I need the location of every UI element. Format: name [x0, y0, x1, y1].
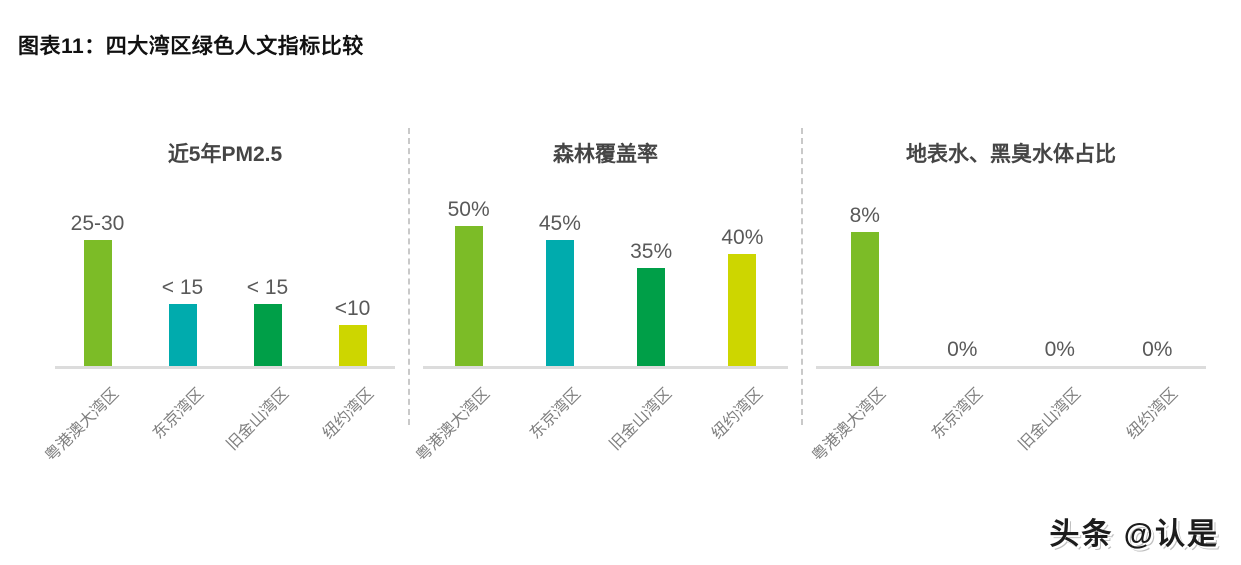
bar-slot: 0% — [1011, 170, 1109, 366]
bar-slot: < 15 — [140, 170, 225, 366]
bar-value-label: < 15 — [246, 276, 289, 299]
bar-slot: 35% — [606, 170, 697, 366]
bar-slot: 45% — [514, 170, 605, 366]
bar-纽约湾区 — [338, 325, 367, 366]
panel-title: 森林覆盖率 — [553, 143, 658, 166]
bar-value-label: 25-30 — [70, 212, 125, 235]
panel-title: 近5年PM2.5 — [167, 143, 283, 166]
panel-divider — [801, 128, 803, 425]
category-axis: 粤港澳大湾区 东京湾区 旧金山湾区 纽约湾区 — [413, 369, 788, 499]
bar-纽约湾区 — [728, 254, 757, 366]
bar-slot: 40% — [697, 170, 788, 366]
chart-panel-pm25: 近5年PM2.5 25-30 < 15 < 15 <10 粤港澳大湾区 东京湾区 旧金山湾… — [42, 128, 395, 499]
chart-panel-water-quality: 地表水、黑臭水体占比 8% 0% 0% 0% 粤港澳大湾区 东京湾区 旧金山湾区 纽约湾区 — [809, 128, 1206, 499]
bar-value-label: 50% — [447, 198, 490, 221]
bar-value-label: < 15 — [161, 276, 204, 299]
bar-value-label: 35% — [630, 240, 673, 263]
bar-旧金山湾区 — [253, 304, 282, 366]
bar-slot: 0% — [1109, 170, 1207, 366]
bar-value-label: 45% — [538, 212, 581, 235]
watermark: 头条 @认是 — [1049, 518, 1219, 551]
bar-slot: < 15 — [225, 170, 310, 366]
bar-slot: 50% — [423, 170, 514, 366]
bar-slot: 8% — [816, 170, 914, 366]
bar-value-label: 0% — [1044, 338, 1075, 361]
bar-value-label: 8% — [849, 204, 880, 227]
bar-slot: 25-30 — [55, 170, 140, 366]
category-axis: 粤港澳大湾区 东京湾区 旧金山湾区 纽约湾区 — [809, 369, 1206, 499]
chart-panel-forest-coverage: 森林覆盖率 50% 45% 35% 40% 粤港澳大湾区 东京湾区 旧金山湾区 纽约湾区 — [413, 128, 788, 499]
bar-value-label: 40% — [721, 226, 764, 249]
plot-area: 50% 45% 35% 40% — [423, 170, 788, 369]
panel-title: 地表水、黑臭水体占比 — [906, 143, 1116, 166]
plot-area: 8% 0% 0% 0% — [816, 170, 1206, 369]
bar-slot: 0% — [914, 170, 1012, 366]
bar-value-label: 0% — [947, 338, 978, 361]
bar-旧金山湾区 — [637, 268, 666, 366]
plot-area: 25-30 < 15 < 15 <10 — [55, 170, 395, 369]
bar-slot: <10 — [310, 170, 395, 366]
figure-title: 图表11：四大湾区绿色人文指标比较 — [18, 35, 364, 58]
bar-粤港澳大湾区 — [454, 226, 483, 366]
bar-东京湾区 — [545, 240, 574, 366]
bar-东京湾区 — [168, 304, 197, 366]
panels-row: 近5年PM2.5 25-30 < 15 < 15 <10 粤港澳大湾区 东京湾区 旧金山湾… — [42, 128, 1206, 499]
category-axis: 粤港澳大湾区 东京湾区 旧金山湾区 纽约湾区 — [42, 369, 395, 499]
bar-粤港澳大湾区 — [850, 232, 879, 366]
bar-粤港澳大湾区 — [83, 240, 112, 366]
panel-divider — [408, 128, 410, 425]
bar-value-label: 0% — [1142, 338, 1173, 361]
bar-value-label: <10 — [334, 297, 371, 320]
